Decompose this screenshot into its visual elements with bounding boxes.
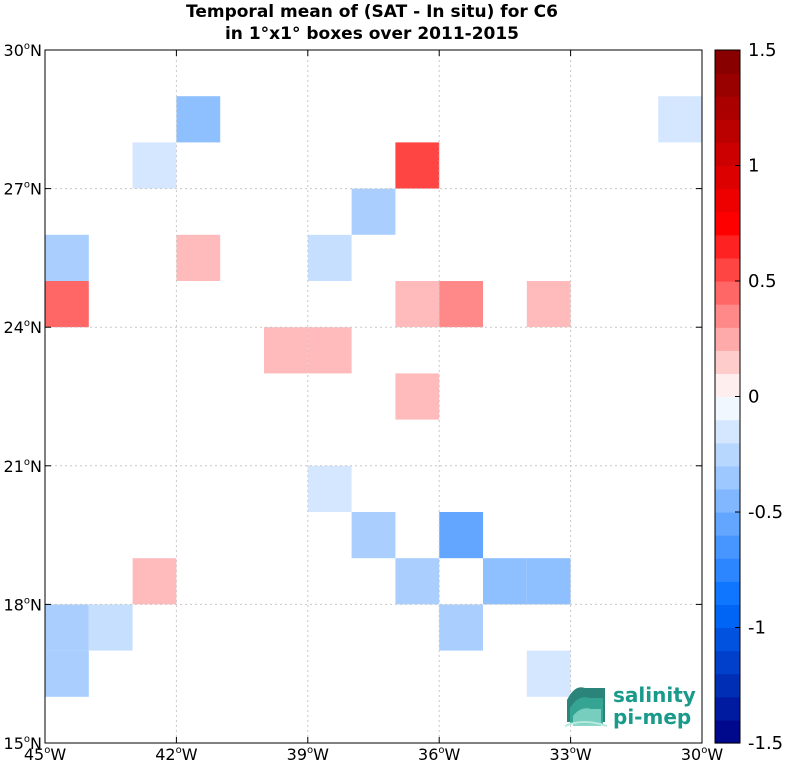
heatmap-cell: [483, 558, 527, 605]
heatmap-cell: [45, 281, 89, 328]
colorbar-segment: [715, 119, 740, 143]
colorbar-segment: [715, 535, 740, 559]
heatmap-cell: [526, 281, 571, 328]
colorbar-tick-label: -1.5: [748, 733, 783, 754]
heatmap-cell: [395, 281, 440, 328]
x-tick-label: 45oW: [24, 745, 66, 763]
heatmap-cell: [351, 512, 396, 559]
heatmap-cell: [264, 327, 308, 374]
heatmap-cell: [526, 650, 571, 697]
colorbar-tick-label: 0.5: [748, 271, 777, 292]
colorbar-segment: [715, 327, 740, 351]
plot-frame: [44, 49, 703, 744]
heatmap-cell: [45, 604, 89, 651]
colorbar-segment: [715, 211, 740, 236]
colorbar-segment: [715, 604, 740, 629]
heatmap-cell: [176, 96, 221, 143]
heatmap-cell: [658, 96, 702, 143]
colorbar-segment: [715, 373, 740, 398]
colorbar-segment: [715, 419, 740, 444]
colorbar-segment: [715, 488, 740, 513]
colorbar-segment: [715, 581, 740, 605]
x-tick-label: 42oW: [155, 745, 197, 763]
colorbar-segment: [715, 234, 740, 259]
heatmap-cell: [88, 604, 133, 651]
colorbar-segment: [715, 96, 740, 120]
heatmap-cell: [45, 234, 89, 281]
colorbar-segment: [715, 304, 740, 328]
colorbar-tick-label: -1: [748, 618, 766, 639]
colorbar-segment: [715, 673, 740, 698]
colorbar-segment: [715, 50, 740, 74]
colorbar-segment: [715, 650, 740, 675]
x-axis-ticks: 45oW 42oW 39oW 36oW 33oW 30oW: [24, 50, 723, 763]
y-tick-label: 18oN: [4, 595, 42, 614]
colorbar-segment: [715, 627, 740, 652]
heatmap-cells: [45, 96, 702, 697]
grid-lines: [45, 50, 702, 743]
colorbar-segment: [715, 350, 740, 374]
colorbar-segment: [715, 719, 740, 744]
salinity-pi-mep-logo: salinity pi-mep: [564, 683, 696, 729]
heatmap-cell: [395, 558, 440, 605]
colorbar-ticks: 1.5 1 0.5 0 -0.5 -1 -1.5: [735, 40, 783, 754]
heatmap-cell: [45, 650, 89, 697]
colorbar-segment: [715, 442, 740, 467]
colorbar-segment: [715, 142, 740, 167]
colorbar-segment: [715, 188, 740, 213]
colorbar-tick-label: -0.5: [748, 502, 783, 523]
y-tick-label: 24oN: [4, 318, 42, 337]
colorbar-segment: [715, 396, 740, 421]
colorbar-segment: [715, 465, 740, 490]
x-tick-label: 33oW: [549, 745, 591, 763]
colorbar-segment: [715, 165, 740, 190]
heatmap-cell: [526, 558, 571, 605]
colorbar-tick-label: 1.5: [748, 40, 777, 61]
colorbar-segment: [715, 257, 740, 282]
x-tick-label: 36oW: [418, 745, 460, 763]
y-tick-label: 30oN: [4, 41, 42, 60]
chart-title-line-2: in 1°x1° boxes over 2011-2015: [225, 24, 519, 44]
colorbar-tick-label: 1: [748, 156, 759, 177]
x-tick-label: 30oW: [681, 745, 723, 763]
heatmap-cell: [132, 142, 177, 189]
colorbar-segment: [715, 558, 740, 582]
colorbar: [714, 49, 741, 744]
heatmap-cell: [176, 234, 221, 281]
logo-text-salinity: salinity: [613, 683, 696, 707]
heatmap-cell: [439, 512, 483, 559]
chart-title-line-1: Temporal mean of (SAT - In situ) for C6: [186, 2, 558, 22]
y-tick-label: 21oN: [4, 457, 42, 476]
heatmap-cell: [439, 281, 483, 328]
x-tick-label: 39oW: [287, 745, 329, 763]
heatmap-cell: [307, 465, 352, 512]
heatmap-cell: [307, 327, 352, 374]
logo-wave-icon: [564, 687, 608, 727]
colorbar-segment: [715, 73, 740, 97]
heatmap-cell: [439, 604, 483, 651]
y-tick-label: 15oN: [4, 734, 42, 753]
y-tick-label: 27oN: [4, 180, 42, 199]
heatmap-cell: [351, 188, 396, 235]
logo-text-pi-mep: pi-mep: [613, 705, 691, 729]
colorbar-segment: [715, 696, 740, 721]
heatmap-cell: [132, 558, 177, 605]
heatmap-cell: [307, 234, 352, 281]
heatmap-cell: [395, 142, 440, 189]
colorbar-tick-label: 0: [748, 387, 759, 408]
y-axis-ticks: 15oN 18oN 21oN 24oN 27oN 30oN: [4, 41, 702, 753]
heatmap-cell: [395, 373, 440, 420]
colorbar-segment: [715, 512, 740, 536]
colorbar-segment: [715, 281, 740, 305]
